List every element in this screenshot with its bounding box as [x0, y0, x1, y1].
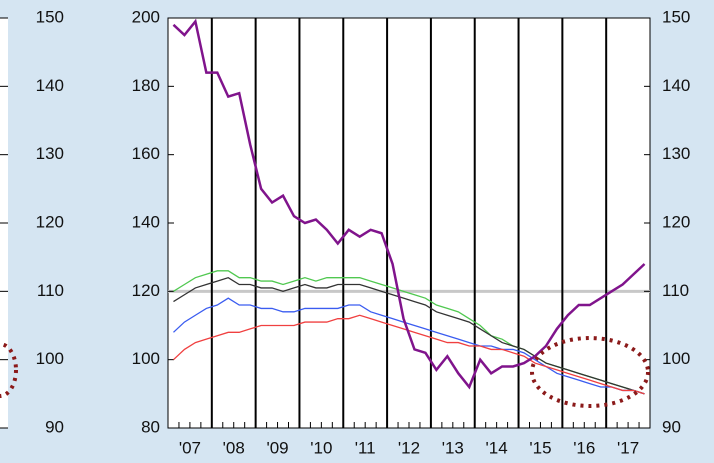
y-tick-label: 120	[36, 212, 64, 231]
y-tick-label: 100	[36, 349, 64, 368]
highlight	[530, 336, 650, 408]
y-tick-label: 80	[141, 417, 160, 436]
highlight	[0, 342, 18, 398]
y-tick-label: 130	[36, 144, 64, 163]
y2-tick-label: 100	[662, 349, 690, 368]
y-tick-label: 200	[132, 7, 160, 26]
x-tick-label: '17	[617, 438, 639, 457]
layer: 90 100 110 120 130 140 150 '07 '08 '09 '10 '11 '12 '1…	[0, 7, 690, 457]
x-tick-label: '09	[266, 438, 288, 457]
y2-tick-label: 130	[662, 144, 690, 163]
x-tick-label: '11	[355, 438, 376, 457]
y-tick-label: 140	[36, 76, 64, 95]
y-tick-label: 160	[132, 144, 160, 163]
y2-tick-label: 150	[662, 7, 690, 26]
y-tick-label: 140	[132, 212, 160, 231]
y-tick-label: 110	[37, 281, 64, 300]
y2-tick-label: 120	[662, 212, 690, 231]
y-tick-label: 120	[132, 281, 160, 300]
series-line	[173, 297, 645, 395]
y2-tick-label: 90	[662, 417, 681, 436]
x-tick-label: '07	[179, 438, 201, 457]
x-tick-label: '14	[486, 438, 508, 457]
y-tick-label: 180	[132, 76, 160, 95]
series-line	[173, 276, 645, 395]
y-tick-label: 150	[36, 7, 64, 26]
x-tick-label: '12	[398, 438, 420, 457]
series-line	[172, 18, 646, 390]
x-tick-label: '16	[573, 438, 595, 457]
y-tick-label: 100	[132, 349, 160, 368]
x-tick-label: '10	[310, 438, 332, 457]
y2-tick-label: 140	[662, 76, 690, 95]
x-tick-label: '13	[442, 438, 464, 457]
plot-area	[167, 17, 651, 429]
y2-tick-label: 110	[662, 281, 689, 300]
y-tick-label: 90	[45, 417, 64, 436]
x-tick-label: '15	[529, 438, 551, 457]
x-tick-label: '08	[223, 438, 245, 457]
